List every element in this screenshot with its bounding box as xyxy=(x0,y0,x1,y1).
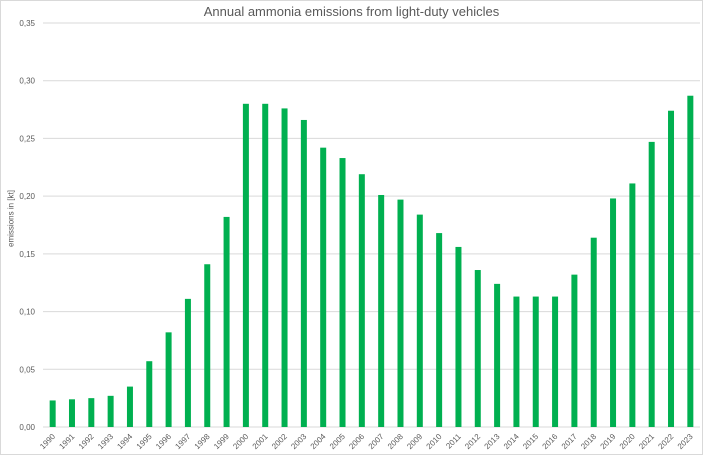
bar-2020 xyxy=(629,183,636,427)
x-tick-label: 2014 xyxy=(502,432,521,451)
bar-2014 xyxy=(513,296,520,427)
x-tick-label: 2007 xyxy=(367,432,386,451)
x-tick-label: 1998 xyxy=(193,432,212,451)
x-tick-label: 1999 xyxy=(212,432,231,451)
bar-1996 xyxy=(165,332,172,427)
bar-2006 xyxy=(358,174,365,427)
y-tick-label: 0,00 xyxy=(19,423,35,432)
x-tick-label: 2004 xyxy=(309,432,328,451)
y-tick-label: 0,20 xyxy=(19,192,35,201)
x-tick-label: 2011 xyxy=(444,432,463,451)
x-tick-label: 2017 xyxy=(560,432,579,451)
x-tick-label: 1994 xyxy=(115,432,134,451)
x-tick-label: 1991 xyxy=(57,432,76,451)
bar-1992 xyxy=(88,398,95,427)
y-tick-label: 0,25 xyxy=(19,134,35,143)
x-tick-label: 2022 xyxy=(656,432,675,451)
bar-1997 xyxy=(184,298,191,427)
x-tick-label: 2010 xyxy=(425,432,444,451)
x-tick-label: 2020 xyxy=(618,432,637,451)
bar-2023 xyxy=(687,95,694,427)
bar-1995 xyxy=(146,361,153,427)
bar-2011 xyxy=(455,246,462,427)
x-tick-label: 1996 xyxy=(154,432,173,451)
bar-1998 xyxy=(204,264,211,427)
y-tick-label: 0,30 xyxy=(19,77,35,86)
bar-2009 xyxy=(416,214,423,427)
x-tick-label: 2009 xyxy=(405,432,424,451)
x-tick-label: 2016 xyxy=(541,432,560,451)
x-tick-label: 2003 xyxy=(289,432,308,451)
bar-1991 xyxy=(68,399,75,427)
x-tick-label: 2012 xyxy=(463,432,482,451)
x-tick-label: 1990 xyxy=(38,432,57,451)
y-tick-label: 0,10 xyxy=(19,308,35,317)
bar-2000 xyxy=(242,103,249,428)
x-tick-label: 2005 xyxy=(328,432,347,451)
bar-2010 xyxy=(436,233,443,427)
bar-1993 xyxy=(107,395,114,427)
bar-2016 xyxy=(552,296,559,427)
x-tick-label: 2018 xyxy=(579,432,598,451)
x-tick-label: 2006 xyxy=(347,432,366,451)
bar-2007 xyxy=(378,194,385,427)
x-tick-label: 2000 xyxy=(231,432,250,451)
bar-2018 xyxy=(590,237,597,427)
bar-2005 xyxy=(339,158,346,427)
bar-1994 xyxy=(126,386,133,427)
x-tick-label: 2002 xyxy=(270,432,289,451)
x-tick-label: 2023 xyxy=(676,432,695,451)
bar-1999 xyxy=(223,216,230,427)
x-tick-label: 1992 xyxy=(77,432,96,451)
bar-2015 xyxy=(532,296,539,427)
y-tick-label: 0,35 xyxy=(19,19,35,28)
x-tick-label: 1995 xyxy=(135,432,154,451)
bar-2012 xyxy=(474,270,481,427)
x-tick-label: 2015 xyxy=(521,432,540,451)
chart-title: Annual ammonia emissions from light-duty… xyxy=(203,4,500,19)
x-tick-label: 2001 xyxy=(251,432,270,451)
x-tick-label: 2013 xyxy=(483,432,502,451)
bar-2001 xyxy=(262,103,269,428)
x-tick-label: 1993 xyxy=(96,432,115,451)
x-tick-label: 1997 xyxy=(173,432,192,451)
bar-2022 xyxy=(668,110,675,428)
y-tick-label: 0,15 xyxy=(19,250,35,259)
bar-2021 xyxy=(648,141,655,428)
bar-2003 xyxy=(300,119,307,428)
bar-2008 xyxy=(397,199,404,427)
bar-1990 xyxy=(49,400,56,427)
bar-2002 xyxy=(281,108,288,427)
y-tick-label: 0,05 xyxy=(19,365,35,374)
bar-2013 xyxy=(494,283,501,427)
bar-2019 xyxy=(610,198,617,427)
bar-2017 xyxy=(571,274,578,427)
bar-2004 xyxy=(320,147,327,428)
x-tick-label: 2021 xyxy=(637,432,656,451)
x-tick-label: 2008 xyxy=(386,432,405,451)
x-tick-label: 2019 xyxy=(599,432,618,451)
